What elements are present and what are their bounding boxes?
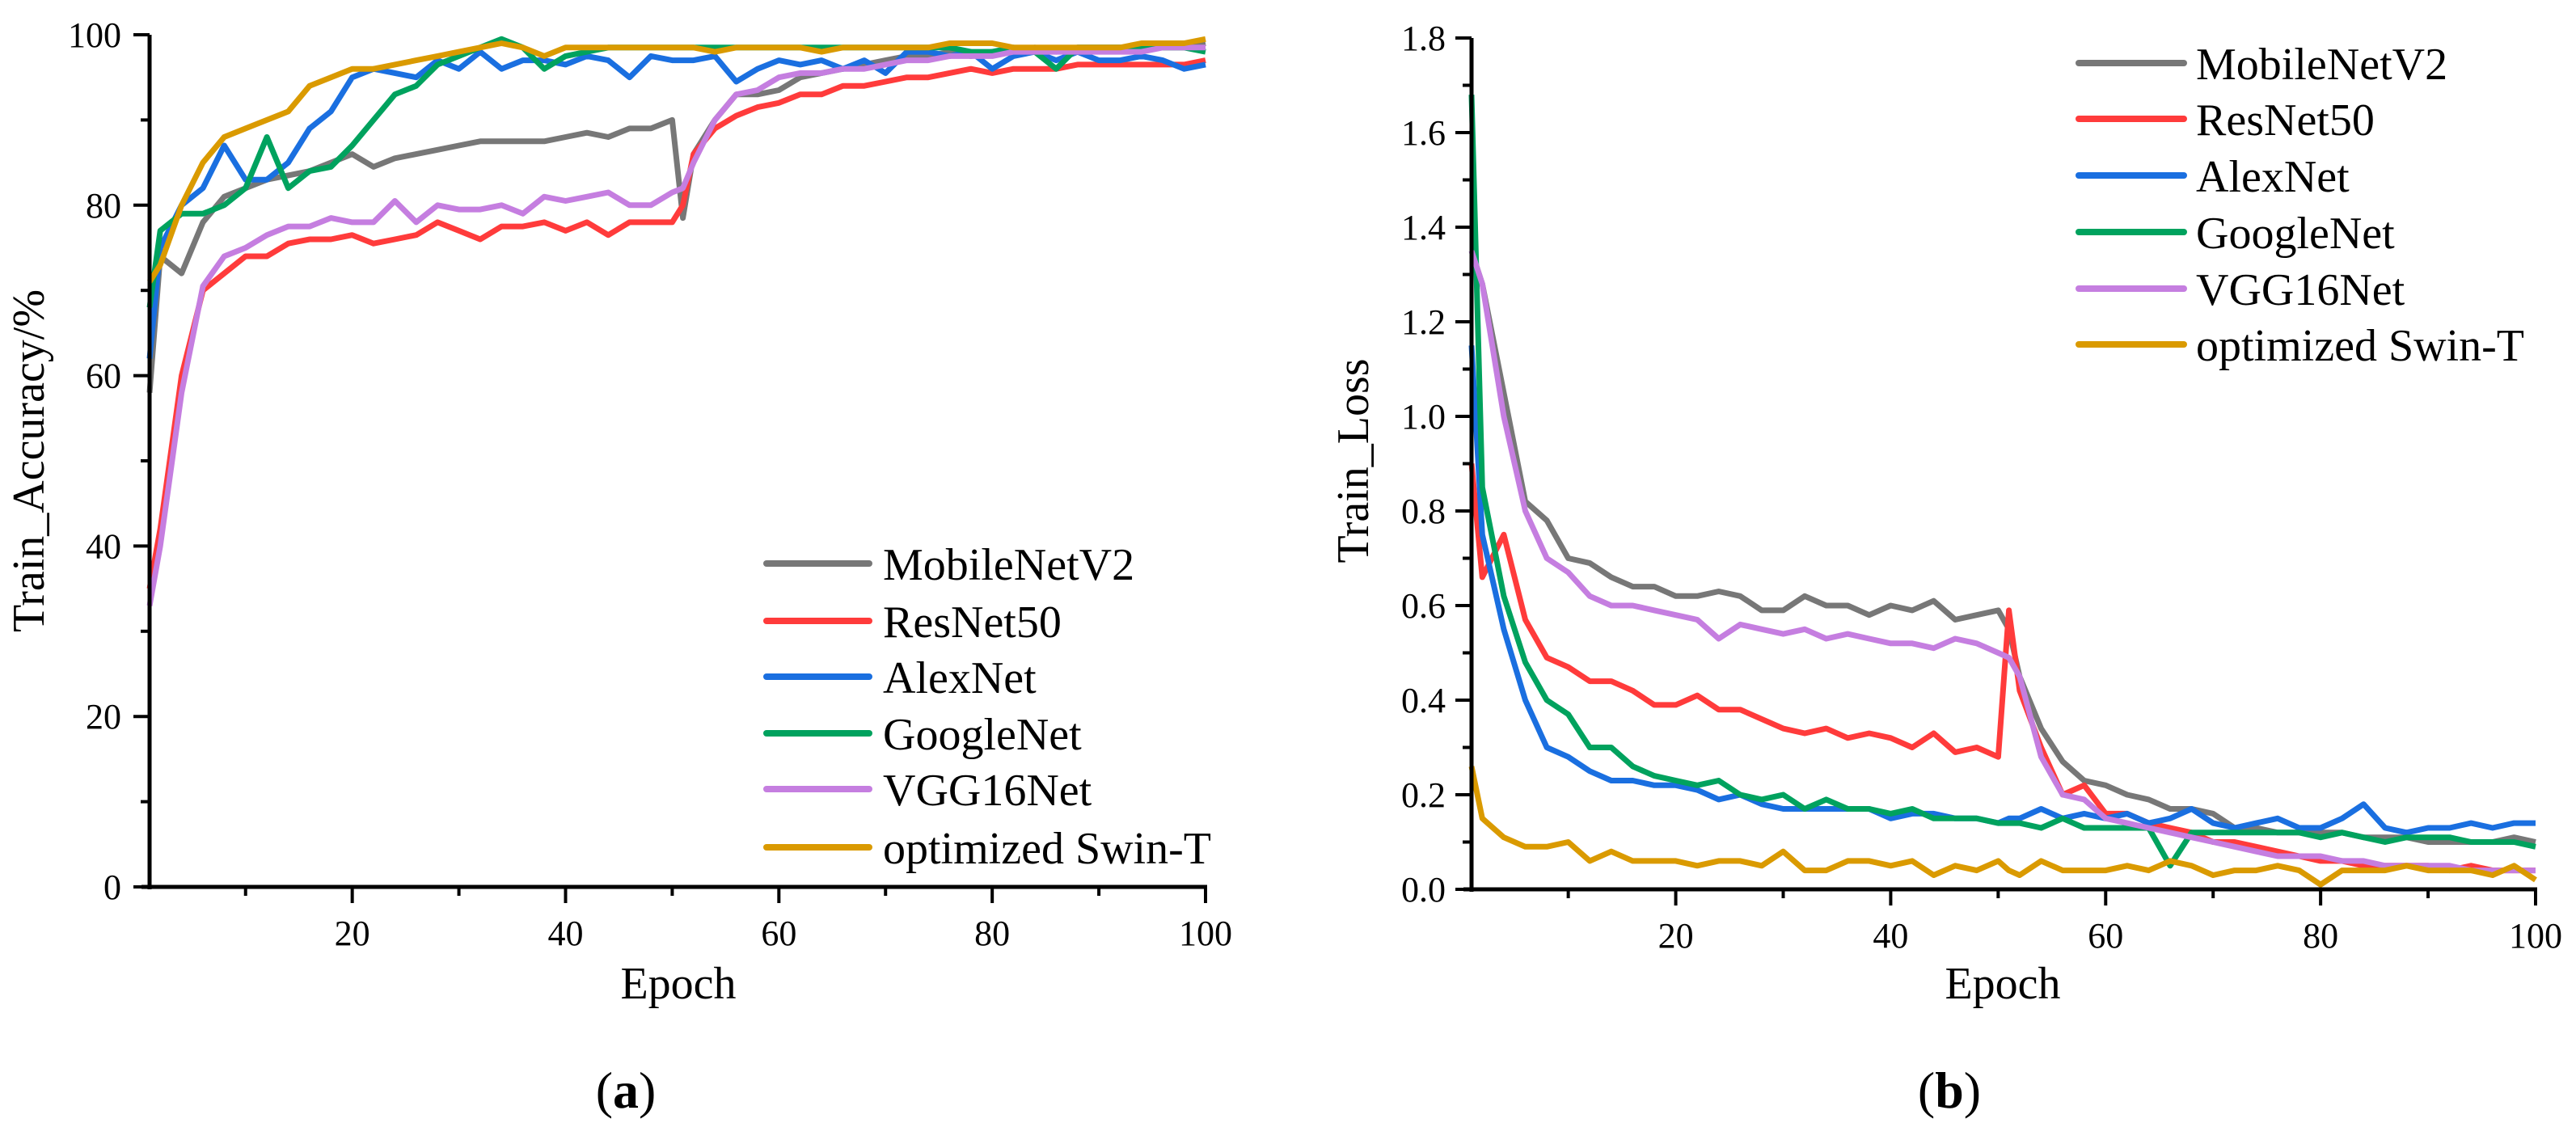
caption-paren-close: )	[639, 1062, 656, 1119]
y-tick-label: 20	[86, 697, 121, 737]
panel-caption: (b)	[1918, 1062, 1981, 1119]
panel-a-accuracy-chart: 20 40 60 80 100 0 20 40 60 80 100 Epoch Train_Accura…	[4, 15, 1232, 1119]
y-tick-label: 0.4	[1401, 681, 1446, 720]
y-tick-label: 0.2	[1401, 775, 1446, 815]
legend-item: AlexNet	[2076, 152, 2350, 202]
y-tick-label: 1.8	[1401, 19, 1446, 58]
legend-label: MobileNetV2	[2196, 40, 2447, 90]
legend-item: VGG16Net	[2076, 265, 2405, 315]
x-tick-label: 60	[761, 914, 796, 953]
series-line-vgg16net	[1468, 250, 2536, 874]
y-axis-title: Train_Loss	[1328, 358, 1379, 563]
y-tick-label: 0.6	[1401, 586, 1446, 626]
series-line-optimized-swin-t	[1468, 766, 2537, 888]
y-tick-label: 80	[86, 186, 121, 226]
series-line-googlenet	[1468, 95, 2536, 869]
legend-item: ResNet50	[763, 597, 1062, 648]
series-line-resnet50	[1468, 463, 2536, 874]
legend-item: MobileNetV2	[2076, 40, 2447, 90]
x-tick-label: 80	[974, 914, 1010, 953]
panel-caption: (a)	[596, 1062, 657, 1119]
legend-item: MobileNetV2	[763, 540, 1134, 590]
y-tick-label: 1.0	[1401, 397, 1446, 437]
x-tick-label: 100	[1179, 914, 1232, 953]
series-line-optimized-swin-t	[147, 36, 1206, 284]
legend-label: VGG16Net	[883, 766, 1092, 816]
legend-label: ResNet50	[883, 597, 1062, 648]
y-tick-label: 0	[103, 867, 121, 907]
legend-label: ResNet50	[2196, 95, 2375, 146]
legend-label: AlexNet	[2196, 152, 2350, 202]
caption-paren-open: (	[1918, 1062, 1935, 1119]
caption-letter: b	[1935, 1062, 1964, 1119]
legend-label: optimized Swin-T	[883, 824, 1211, 874]
legend-item: optimized Swin-T	[763, 824, 1211, 874]
legend-label: AlexNet	[883, 653, 1037, 703]
series-line-alexnet	[146, 49, 1206, 359]
y-tick-label: 100	[68, 15, 121, 55]
legend-label: GoogleNet	[2196, 209, 2395, 259]
series-line-alexnet	[1468, 345, 2536, 836]
x-tick-label: 40	[1873, 916, 1908, 956]
series-line-vgg16net	[146, 44, 1206, 606]
series-line-resnet50	[146, 57, 1206, 589]
x-axis-title: Epoch	[1945, 959, 2060, 1009]
x-tick-label: 20	[335, 914, 370, 953]
caption-letter: a	[613, 1062, 639, 1119]
caption-paren-open: (	[596, 1062, 613, 1119]
legend-item: VGG16Net	[763, 766, 1092, 816]
x-tick-label: 80	[2303, 916, 2338, 956]
panel-b-loss-chart: 20 40 60 80 100 0.0 0.2 0.4 0.6 0.8 1.0 1.2 1.4 1.6 1.…	[1328, 19, 2562, 1119]
y-tick-label: 1.4	[1401, 208, 1446, 247]
x-tick-label: 100	[2509, 916, 2562, 956]
x-tick-label: 40	[547, 914, 583, 953]
y-tick-label: 40	[86, 526, 121, 566]
x-tick-label: 60	[2088, 916, 2123, 956]
legend-label: VGG16Net	[2196, 265, 2405, 315]
legend-item: ResNet50	[2076, 95, 2375, 146]
legend-label: MobileNetV2	[883, 540, 1134, 590]
y-tick-label: 1.6	[1401, 113, 1446, 153]
legend-label: GoogleNet	[883, 710, 1082, 760]
y-tick-label: 0.0	[1401, 870, 1446, 910]
caption-paren-close: )	[1964, 1062, 1981, 1119]
y-tick-label: 0.8	[1401, 492, 1446, 531]
y-axis-title: Train_Accuracy/%	[4, 289, 54, 632]
legend-label: optimized Swin-T	[2196, 321, 2524, 371]
x-axis-title: Epoch	[620, 959, 736, 1009]
legend-item: GoogleNet	[2076, 209, 2395, 259]
legend-item: optimized Swin-T	[2076, 321, 2524, 371]
legend-item: GoogleNet	[763, 710, 1082, 760]
legend-item: AlexNet	[763, 653, 1037, 703]
y-tick-label: 1.2	[1401, 302, 1446, 342]
y-tick-label: 60	[86, 357, 121, 396]
x-tick-label: 20	[1658, 916, 1694, 956]
